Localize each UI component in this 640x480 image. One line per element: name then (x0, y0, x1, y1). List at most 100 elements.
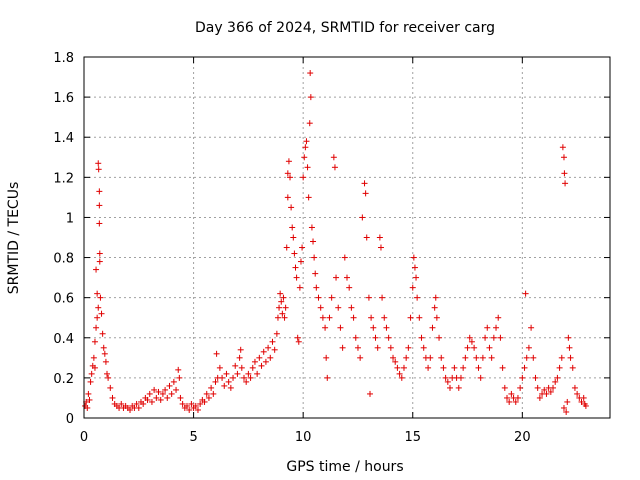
data-point (175, 366, 182, 373)
data-point (301, 154, 308, 161)
data-point (348, 304, 355, 311)
data-point (278, 298, 285, 305)
data-point (319, 314, 326, 321)
data-point (427, 354, 434, 361)
data-point (102, 358, 109, 365)
data-point (488, 354, 495, 361)
data-point (96, 188, 103, 195)
y-tick-label: 0.6 (53, 292, 74, 307)
data-point (574, 390, 581, 397)
data-point (403, 354, 410, 361)
data-point (354, 344, 361, 351)
data-point (179, 400, 186, 407)
data-point (473, 354, 480, 361)
data-point (290, 234, 297, 241)
data-point (413, 274, 420, 281)
data-point (482, 334, 489, 341)
x-tick-label: 10 (295, 430, 312, 445)
data-point (162, 386, 169, 393)
data-point (501, 384, 508, 391)
data-point (87, 378, 94, 385)
data-point (486, 344, 493, 351)
data-point (493, 324, 500, 331)
data-point (414, 294, 421, 301)
data-point (333, 274, 340, 281)
data-point (127, 406, 134, 413)
data-point (277, 290, 284, 297)
data-point (109, 394, 116, 401)
data-point (273, 330, 280, 337)
data-point (197, 400, 204, 407)
data-point (213, 350, 220, 357)
data-point (97, 294, 104, 301)
data-point (582, 402, 589, 409)
data-point (295, 338, 302, 345)
data-point (269, 338, 276, 345)
data-point (530, 354, 537, 361)
data-point (479, 354, 486, 361)
data-point (326, 314, 333, 321)
data-point (398, 374, 405, 381)
data-point (341, 254, 348, 261)
data-point (258, 362, 265, 369)
data-point (254, 370, 261, 377)
data-point (164, 394, 171, 401)
y-tick-label: 0.4 (53, 332, 74, 347)
data-point (288, 204, 295, 211)
data-point (283, 244, 290, 251)
y-tick-label: 1.6 (53, 91, 74, 106)
data-point (91, 338, 98, 345)
data-point (240, 374, 247, 381)
data-point (394, 364, 401, 371)
data-point (311, 254, 318, 261)
x-tick-label: 15 (404, 430, 421, 445)
chart-title: Day 366 of 2024, SRMTID for receiver car… (195, 20, 495, 36)
data-point (328, 294, 335, 301)
data-point (409, 284, 416, 291)
data-point (462, 354, 469, 361)
data-point (571, 384, 578, 391)
data-point (528, 324, 535, 331)
data-point (339, 344, 346, 351)
data-point (344, 274, 350, 281)
data-point (387, 344, 394, 351)
data-point (230, 374, 237, 381)
data-point (455, 384, 462, 391)
data-point (287, 174, 294, 181)
data-point (297, 258, 304, 265)
data-point (550, 384, 557, 391)
data-point (418, 334, 425, 341)
data-point (95, 160, 102, 167)
data-point (284, 194, 291, 201)
data-point (107, 384, 114, 391)
data-point (324, 374, 331, 381)
data-point (86, 396, 93, 403)
data-point (282, 304, 289, 311)
data-point (383, 324, 390, 331)
data-point (512, 398, 519, 405)
data-point (118, 400, 125, 407)
data-point (140, 400, 147, 407)
plot-frame (83, 56, 611, 419)
data-point (490, 334, 497, 341)
data-point (238, 364, 245, 371)
data-point (374, 344, 381, 351)
data-point (547, 388, 554, 395)
data-point (176, 374, 183, 381)
data-point (451, 364, 458, 371)
data-point (503, 394, 510, 401)
data-point (331, 164, 338, 171)
data-point (464, 344, 471, 351)
data-point (256, 354, 263, 361)
data-point (337, 324, 344, 331)
data-point (543, 390, 550, 397)
data-point (559, 144, 566, 151)
data-point (310, 238, 317, 245)
data-point (300, 174, 307, 181)
data-point (447, 384, 454, 391)
data-point (315, 294, 322, 301)
data-point (251, 358, 258, 365)
data-point (468, 338, 475, 345)
data-point (232, 362, 239, 369)
data-point (291, 250, 298, 257)
